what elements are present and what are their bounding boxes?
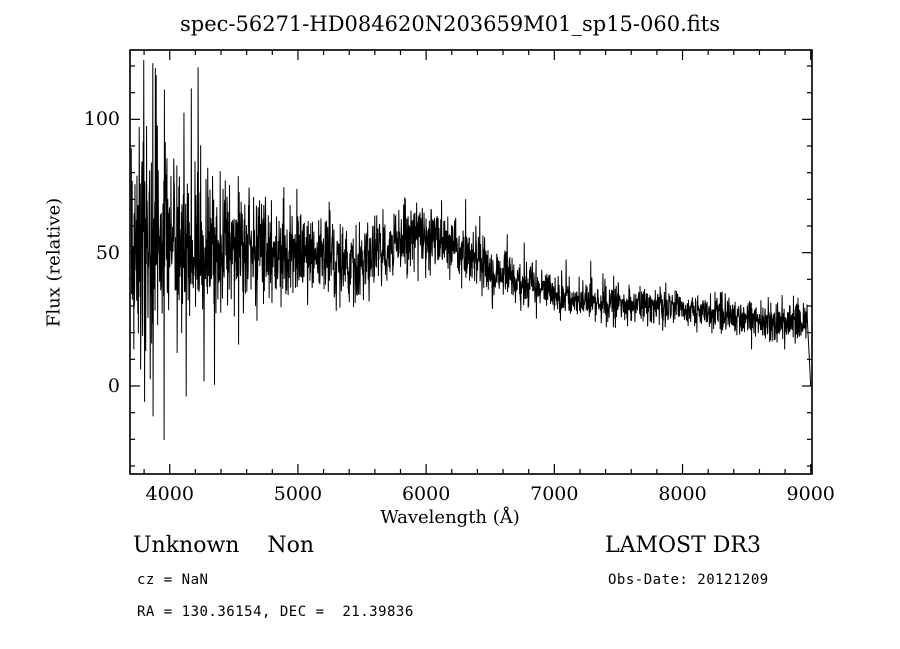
page-title: spec-56271-HD084620N203659M01_sp15-060.f…	[179, 12, 720, 36]
obs-date-text: Obs-Date: 20121209	[608, 572, 769, 588]
y-tick-label: 100	[83, 108, 120, 131]
survey-text: LAMOST DR3	[605, 533, 761, 558]
x-tick-label: 6000	[401, 483, 451, 505]
x-tick-label: 4000	[145, 483, 194, 505]
spectrum-trace	[130, 60, 812, 441]
x-tick-label: 7000	[530, 483, 579, 505]
x-tick-label: 8000	[658, 483, 707, 505]
y-tick-label: 50	[95, 241, 120, 264]
plot-frame-overlay	[129, 49, 813, 475]
x-tick-label: 5000	[273, 483, 323, 505]
cz-text: cz = NaN	[137, 572, 209, 588]
x-axis-label: Wavelength (Å)	[380, 507, 520, 528]
y-tick-label: 0	[107, 375, 120, 397]
x-tick-label: 9000	[786, 483, 835, 505]
coords-text: RA = 130.36154, DEC = 21.39836	[137, 604, 414, 620]
object-class-text: Unknown Non	[133, 533, 315, 558]
